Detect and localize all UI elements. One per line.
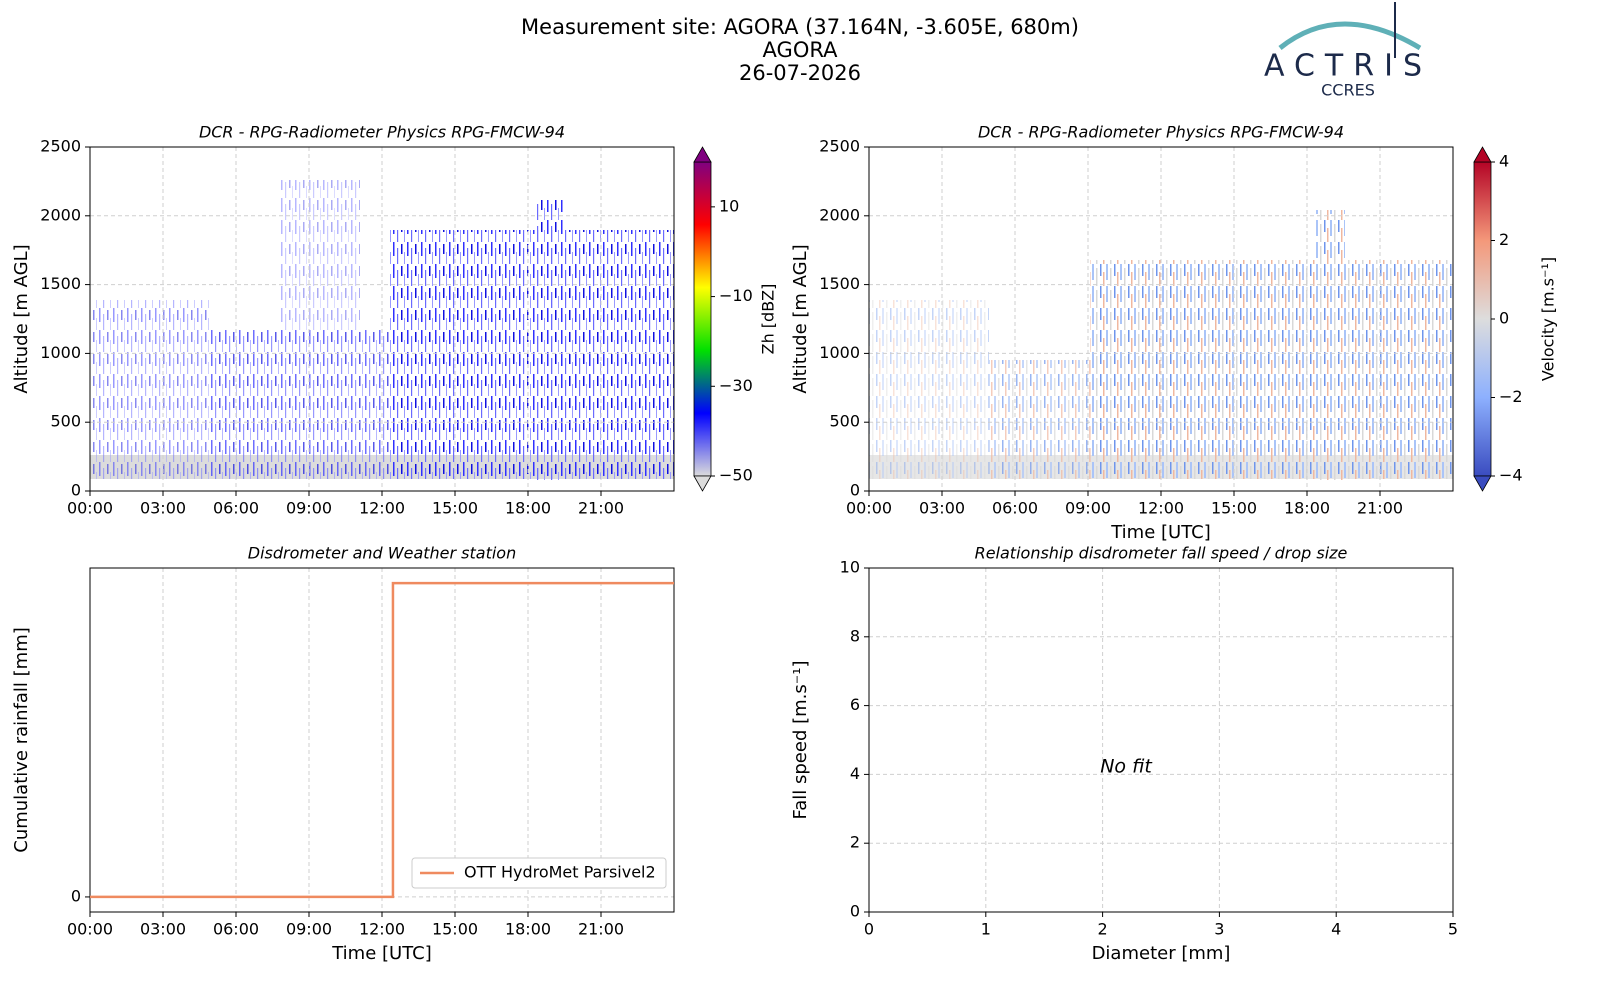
x-axis-label: Time [UTC] — [331, 943, 432, 964]
x-axis-label: Time [UTC] — [1110, 522, 1211, 543]
colorbar-label: Velocity [m.s⁻¹] — [1539, 257, 1558, 381]
x-tick-label: 15:00 — [1211, 499, 1257, 518]
logo-subtext: CCRES — [1321, 81, 1375, 100]
y-tick-label: 1000 — [40, 343, 81, 362]
panel-title: DCR - RPG-Radiometer Physics RPG-FMCW-94 — [199, 123, 565, 142]
x-tick-label: 03:00 — [140, 499, 186, 518]
legend-label: OTT HydroMet Parsivel2 — [464, 863, 656, 882]
radar-echo-texture — [90, 180, 1453, 480]
colorbar-tick-label: 0 — [1499, 309, 1509, 328]
logo-text: ACTRIS — [1264, 49, 1432, 84]
x-tick-label: 21:00 — [578, 499, 624, 518]
colorbar-extend-bottom — [693, 475, 712, 492]
colorbar-label: Zh [dBZ] — [759, 284, 778, 355]
y-tick-label: 2000 — [819, 205, 860, 224]
colorbar-tick-label: −2 — [1499, 387, 1523, 406]
y-tick-label: 1500 — [40, 274, 81, 293]
x-tick-label: 03:00 — [140, 920, 186, 939]
plot-frame — [868, 567, 1454, 913]
x-tick-label: 18:00 — [1284, 499, 1330, 518]
figure-date: 26-07-2026 — [739, 61, 861, 85]
x-tick-label: 15:00 — [432, 499, 478, 518]
y-tick-label: 0 — [850, 902, 860, 921]
x-tick-label: 09:00 — [1065, 499, 1111, 518]
x-tick-label: 2 — [1098, 920, 1108, 939]
colorbar-extend-top — [1473, 146, 1492, 163]
line-series — [90, 581, 674, 899]
plot-frame — [89, 146, 675, 492]
panel-title: Disdrometer and Weather station — [248, 544, 516, 563]
y-tick-label: 500 — [50, 412, 81, 431]
x-tick-label: 5 — [1448, 920, 1458, 939]
x-tick-label: 09:00 — [286, 920, 332, 939]
x-tick-label: 09:00 — [286, 499, 332, 518]
y-tick-label: 0 — [71, 481, 81, 500]
colorbar-tick-label: −10 — [719, 286, 753, 305]
panel-title: DCR - RPG-Radiometer Physics RPG-FMCW-94 — [978, 123, 1344, 142]
colorbar-tick-label: 10 — [719, 196, 739, 215]
x-tick-label: 3 — [1214, 920, 1224, 939]
y-tick-label: 10 — [840, 558, 860, 577]
y-tick-label: 2500 — [40, 137, 81, 156]
y-tick-label: 1500 — [819, 274, 860, 293]
colorbar — [1473, 161, 1492, 477]
y-tick-label: 8 — [850, 626, 860, 645]
y-tick-label: 0 — [850, 481, 860, 500]
x-tick-label: 06:00 — [213, 920, 259, 939]
y-axis-label: Altitude [m AGL] — [11, 244, 32, 393]
figure-subtitle: AGORA — [763, 38, 839, 62]
colorbar-extend-bottom — [1473, 475, 1492, 492]
plot-frame — [89, 567, 675, 913]
y-tick-label: 2500 — [819, 137, 860, 156]
x-tick-label: 06:00 — [992, 499, 1038, 518]
y-axis-label: Altitude [m AGL] — [790, 244, 811, 393]
x-tick-label: 12:00 — [359, 499, 405, 518]
x-tick-label: 12:00 — [1138, 499, 1184, 518]
x-tick-label: 03:00 — [919, 499, 965, 518]
y-tick-label: 2000 — [40, 205, 81, 224]
x-tick-label: 1 — [981, 920, 991, 939]
x-tick-label: 21:00 — [1357, 499, 1403, 518]
x-axis-label: Diameter [mm] — [1092, 943, 1231, 964]
x-tick-label: 15:00 — [432, 920, 478, 939]
colorbar-tick-label: 4 — [1499, 152, 1509, 171]
colorbar-tick-label: 2 — [1499, 230, 1509, 249]
y-tick-label: 0 — [71, 886, 81, 905]
annotation: No fit — [1100, 756, 1153, 778]
colorbar-tick-label: −4 — [1499, 466, 1523, 485]
x-tick-label: 21:00 — [578, 920, 624, 939]
panel-title: Relationship disdrometer fall speed / dr… — [975, 544, 1348, 563]
plot-frame — [868, 146, 1454, 492]
y-tick-label: 1000 — [819, 343, 860, 362]
colorbar — [693, 161, 712, 477]
y-tick-label: 4 — [850, 764, 860, 783]
x-tick-label: 00:00 — [846, 499, 892, 518]
x-tick-label: 18:00 — [505, 499, 551, 518]
y-tick-label: 2 — [850, 833, 860, 852]
figure-title: Measurement site: AGORA (37.164N, -3.605… — [521, 15, 1079, 39]
colorbar-tick-label: −30 — [719, 376, 753, 395]
x-tick-label: 18:00 — [505, 920, 551, 939]
y-tick-label: 6 — [850, 695, 860, 714]
y-tick-label: 500 — [829, 412, 860, 431]
x-tick-label: 0 — [864, 920, 874, 939]
x-tick-label: 00:00 — [67, 499, 113, 518]
legend-box — [411, 857, 667, 889]
x-tick-label: 4 — [1331, 920, 1341, 939]
logo: ACTRIS CCRES — [1264, 2, 1432, 100]
colorbar-extend-top — [693, 146, 712, 163]
y-axis-label: Cumulative rainfall [mm] — [11, 627, 32, 853]
x-tick-label: 06:00 — [213, 499, 259, 518]
x-tick-label: 00:00 — [67, 920, 113, 939]
x-tick-label: 12:00 — [359, 920, 405, 939]
y-axis-label: Fall speed [m.s⁻¹] — [790, 661, 811, 820]
colorbar-tick-label: −50 — [719, 466, 753, 485]
